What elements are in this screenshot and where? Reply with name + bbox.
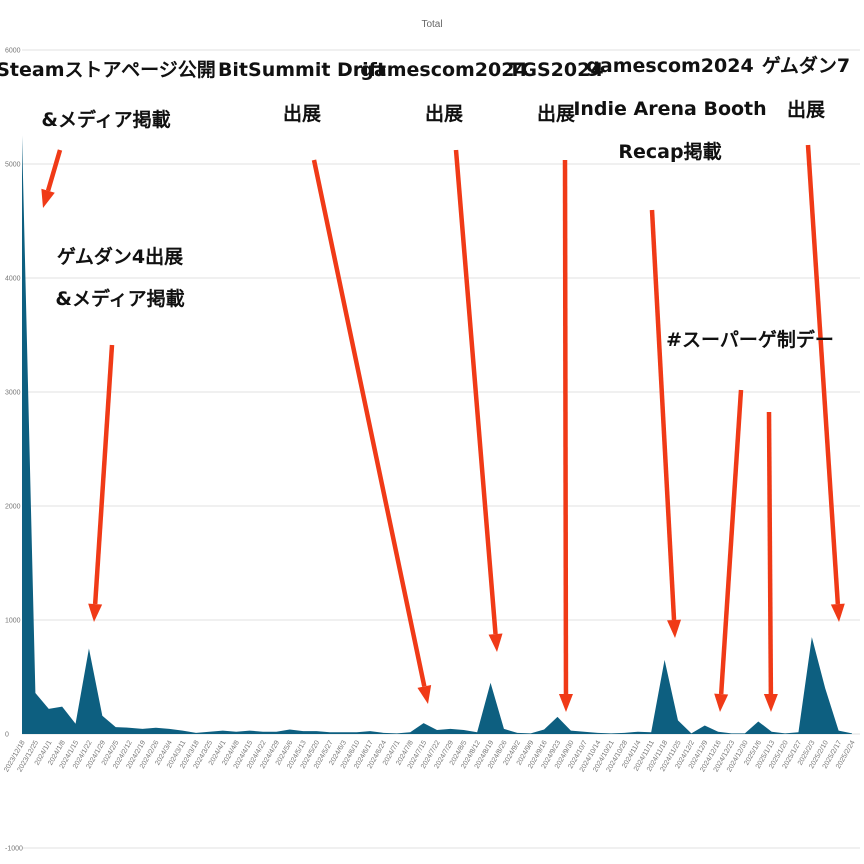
annotation-line: 出展 xyxy=(787,98,825,121)
annotation-label: gamescom2024 出展 xyxy=(360,59,527,125)
annotation-line: 出展 xyxy=(283,102,321,125)
annotation-arrow xyxy=(453,149,503,652)
annotation-line: 出展 xyxy=(537,102,575,125)
annotation-arrow xyxy=(714,389,744,712)
annotation-label: TGS2024 出展 xyxy=(508,59,603,125)
annotation-line: #スーパーゲ制デー xyxy=(666,328,834,351)
y-tick-label: 3000 xyxy=(5,390,21,397)
annotation-arrows xyxy=(41,144,845,712)
y-tick-label: -1000 xyxy=(5,846,23,853)
annotation-arrow xyxy=(558,159,573,712)
annotation-line: &メディア掲載 xyxy=(55,287,184,310)
annotations: Steamストアページ公開&メディア掲載ゲムダン4出展&メディア掲載BitSum… xyxy=(0,54,850,351)
annotation-line: Steamストアページ公開 xyxy=(0,59,216,81)
annotation-label: ゲムダン7 出展 xyxy=(762,54,850,121)
y-axis-ticks: -1000 0 1000 2000 3000 4000 5000 6000 xyxy=(5,48,23,853)
annotation-line: &メディア掲載 xyxy=(41,108,170,131)
annotation-line: 出展 xyxy=(425,102,463,125)
y-tick-label: 5000 xyxy=(5,162,21,169)
annotation-label: #スーパーゲ制デー xyxy=(666,328,834,351)
annotation-label: BitSummit Drift 出展 xyxy=(218,59,386,125)
annotation-line: ゲムダン4出展 xyxy=(57,245,183,268)
annotation-label: Steamストアページ公開&メディア掲載 xyxy=(0,59,216,131)
annotation-line: Indie Arena Booth xyxy=(573,98,766,120)
annotation-arrow xyxy=(763,411,778,712)
annotation-line: gamescom2024 xyxy=(360,59,527,81)
y-tick-label: 1000 xyxy=(5,618,21,625)
y-tick-label: 0 xyxy=(5,732,9,739)
y-tick-label: 6000 xyxy=(5,48,21,55)
annotation-label: ゲムダン4出展&メディア掲載 xyxy=(55,245,184,310)
total-area-series xyxy=(22,135,852,734)
annotation-arrow xyxy=(649,209,682,638)
gridlines xyxy=(22,49,860,849)
annotation-line: gamescom2024 xyxy=(586,55,753,77)
annotation-arrow xyxy=(805,144,845,622)
annotation-arrow xyxy=(88,344,115,622)
annotation-line: TGS2024 xyxy=(508,59,603,81)
y-tick-label: 4000 xyxy=(5,276,21,283)
x-axis-ticks: 2023/12/182023/12/252024/1/12024/1/82024… xyxy=(3,739,857,773)
chart-title: Total xyxy=(421,19,442,30)
annotation-arrow xyxy=(311,159,432,704)
y-tick-label: 2000 xyxy=(5,504,21,511)
annotation-label: gamescom2024 Indie Arena Booth Recap掲載 xyxy=(573,55,766,163)
annotation-line: ゲムダン7 xyxy=(762,54,850,77)
annotation-line: BitSummit Drift xyxy=(218,59,386,81)
annotation-line: Recap掲載 xyxy=(618,140,721,163)
annotation-arrow xyxy=(41,149,63,208)
